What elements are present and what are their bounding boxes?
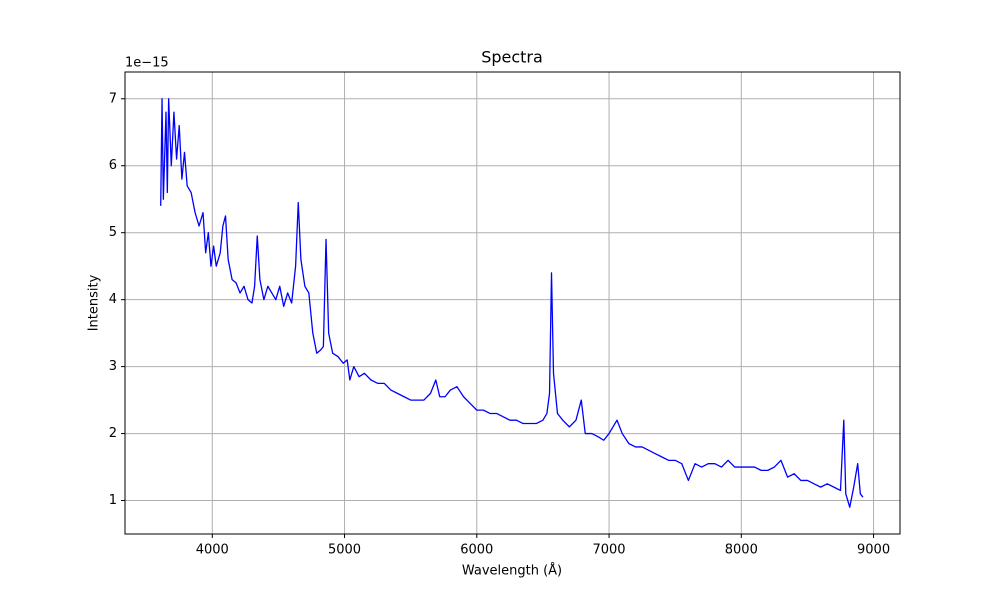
x-tick-label: 8000 bbox=[725, 543, 758, 558]
y-tick-label: 3 bbox=[109, 359, 117, 374]
chart-title: Spectra bbox=[481, 48, 543, 67]
spectrum-line bbox=[160, 98, 864, 508]
y-axis-label: Intensity bbox=[87, 274, 102, 331]
y-tick-label: 1 bbox=[109, 493, 117, 508]
y-tick-label: 5 bbox=[109, 225, 117, 240]
x-tick-label: 7000 bbox=[592, 543, 625, 558]
x-tick-label: 9000 bbox=[857, 543, 890, 558]
y-tick-label: 4 bbox=[109, 292, 117, 307]
y-tick-label: 2 bbox=[109, 426, 117, 441]
y-tick-label: 6 bbox=[109, 158, 117, 173]
x-axis-label: Wavelength (Å) bbox=[462, 563, 562, 579]
offset-label: 1e−15 bbox=[125, 56, 169, 71]
x-tick-label: 6000 bbox=[460, 543, 493, 558]
y-tick-label: 7 bbox=[109, 91, 117, 106]
x-tick-label: 5000 bbox=[328, 543, 361, 558]
x-tick-label: 4000 bbox=[196, 543, 229, 558]
plot-frame bbox=[124, 71, 901, 535]
